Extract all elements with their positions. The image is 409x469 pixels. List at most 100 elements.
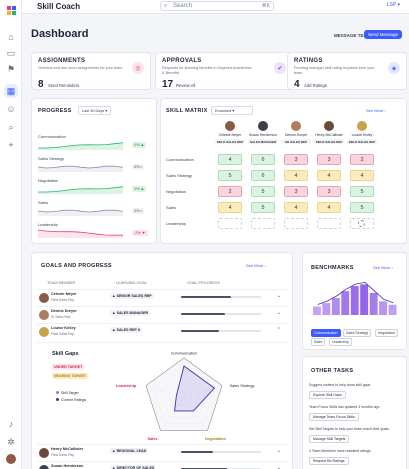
matrix-cell[interactable]: 6: [251, 154, 275, 165]
matrix-cell[interactable]: 4: [284, 170, 308, 181]
goal-row[interactable]: Celeste Meyer Field Sales Rep ▲ SENIOR SAL…: [37, 289, 289, 305]
chevron-down-icon[interactable]: ⌄: [276, 310, 281, 316]
folder-icon[interactable]: ▭: [6, 47, 16, 58]
matrix-cell[interactable]: 5: [251, 186, 275, 197]
period-select[interactable]: Last 30 Days ▾: [78, 106, 112, 115]
chevron-down-icon[interactable]: ⌄: [276, 465, 281, 469]
matrix-cell[interactable]: 4: [284, 202, 308, 213]
endorsed-select[interactable]: Endorsed ▾: [211, 106, 253, 115]
radar-axis-label: Sales: [148, 437, 158, 441]
matrix-cell[interactable]: [317, 218, 341, 229]
benchmark-tab[interactable]: Leadership: [329, 338, 352, 346]
matrix-cell[interactable]: 5: [350, 202, 374, 213]
card-title: APPROVALS: [162, 58, 202, 64]
matrix-cell[interactable]: 3: [284, 154, 308, 165]
matrix-cell[interactable]: 5: [350, 186, 374, 197]
goals-see-more-link[interactable]: See More ›: [246, 263, 266, 268]
matrix-cell[interactable]: [284, 218, 308, 229]
matrix-cell[interactable]: 2: [218, 186, 242, 197]
people-icon[interactable]: ☺: [6, 104, 16, 114]
add-ratings-button[interactable]: Add Ratings: [304, 83, 327, 88]
sparkline-line: [38, 186, 123, 193]
benchmark-tab[interactable]: Sales Strategy: [343, 329, 372, 337]
matrix-cell[interactable]: 5: [218, 170, 242, 181]
matrix-cell[interactable]: 3: [317, 154, 341, 165]
matrix-cell[interactable]: 4: [317, 202, 341, 213]
skill-matrix-card: SKILL MATRIX Endorsed ▾ See More › Celes…: [160, 98, 407, 244]
matrix-cell[interactable]: 3: [317, 186, 341, 197]
dashboard-icon[interactable]: ▦: [4, 84, 18, 98]
goal-row[interactable]: Susan HendersonSales Manager▲ DIRECTOR O…: [37, 461, 289, 469]
check-circle-icon: ✔: [274, 62, 286, 74]
avatar[interactable]: [225, 121, 235, 131]
goal-member-name: Susan Henderson: [51, 464, 84, 468]
graduation-cap-icon: ▲: [112, 311, 117, 315]
avatar: [39, 327, 49, 337]
matrix-cell[interactable]: 4: [218, 202, 242, 213]
add-icon[interactable]: +: [8, 140, 14, 150]
search-icon[interactable]: ⌕: [8, 121, 14, 132]
matrix-cell[interactable]: 4: [350, 170, 374, 181]
avatar[interactable]: [4, 452, 18, 466]
matrix-person-role: SR SALES REP: [281, 139, 311, 144]
avatar[interactable]: [324, 121, 334, 131]
sparkline-line: [38, 165, 123, 169]
matrix-see-more-link[interactable]: See More ›: [366, 108, 386, 113]
task-button[interactable]: Manage Team Focus Skills: [309, 413, 359, 421]
goal-progress-fill: [181, 296, 231, 298]
progress-change-badge: -2% ▼: [132, 230, 148, 236]
learning-goal-badge: ▲ SENIOR SALES REP: [110, 293, 154, 299]
benchmark-tab[interactable]: Negotiation: [375, 329, 399, 337]
matrix-cell[interactable]: 4: [317, 170, 341, 181]
chevron-down-icon[interactable]: ⌄: [276, 448, 281, 454]
review-all-button[interactable]: Review All: [176, 83, 196, 88]
goal-row[interactable]: Henry McCallister Field Sales Rep ▲ REGION…: [37, 444, 289, 460]
goal-row[interactable]: Dennis Dreyer Sr Sales Rep ▲ SALES MANAGER…: [37, 306, 289, 322]
search-input[interactable]: ⌕ Search ⌘K: [160, 1, 274, 11]
matrix-cell[interactable]: [251, 218, 275, 229]
task-button[interactable]: Manage Skill Targets: [309, 435, 350, 443]
flag-icon[interactable]: ⚑: [6, 63, 16, 74]
benchmark-tab[interactable]: Sales: [311, 338, 326, 346]
card-title: ASSIGNMENTS: [38, 58, 86, 64]
avatar[interactable]: [291, 121, 301, 131]
app-title: Skill Coach: [37, 2, 81, 11]
card-subtitle: Pending manager skill rating requests fr…: [294, 66, 375, 75]
benchmarks-see-more-link[interactable]: See More ›: [373, 265, 393, 270]
task-button[interactable]: Explore Skill Gaps: [309, 391, 346, 399]
send-message-button[interactable]: Send Message: [364, 30, 402, 39]
matrix-cell[interactable]: 5: [251, 202, 275, 213]
benchmark-bar: [313, 306, 321, 315]
benchmark-tab[interactable]: Communication: [311, 329, 341, 337]
matrix-cell[interactable]: 4: [218, 154, 242, 165]
avatar[interactable]: [258, 121, 268, 131]
radar-current-series: [174, 365, 216, 412]
avatar[interactable]: [357, 121, 367, 131]
logo-icon[interactable]: [4, 3, 18, 17]
matrix-cell[interactable]: 2: [350, 154, 374, 165]
task-button[interactable]: Request Re-Ratings: [309, 457, 349, 465]
matrix-cell[interactable]: 6: [251, 170, 275, 181]
user-menu[interactable]: LSP ▾: [386, 2, 400, 8]
radar-axis-label: Communication: [171, 352, 197, 356]
learning-goal-label: DIRECTOR OF SALES: [116, 466, 155, 469]
sparkline-area: [38, 166, 123, 172]
home-icon[interactable]: ⌂: [8, 32, 14, 42]
chevron-down-icon[interactable]: ⌄: [276, 293, 281, 299]
matrix-cell[interactable]: [218, 218, 242, 229]
learning-goal-label: SALES REP II: [116, 328, 140, 332]
other-tasks-card: OTHER TASKS Suggest content to help clos…: [302, 356, 407, 469]
chevron-up-icon[interactable]: ⌃: [276, 327, 281, 333]
goals-card: GOALS AND PROGRESS See More › TEAM MEMBE…: [31, 252, 293, 469]
learning-goal-badge: ▲ SALES REP II: [110, 327, 142, 333]
task-text: Team Focus Skills last updated 3 months …: [309, 405, 380, 409]
under-target-badge: UNDER TARGET: [52, 364, 85, 370]
send-reminders-button[interactable]: Send Reminders: [48, 83, 80, 88]
message-team-button[interactable]: MESSAGE TEAM: [334, 33, 371, 38]
bell-icon[interactable]: ♪: [8, 419, 14, 429]
nearing-target-badge: NEARING TARGET: [52, 373, 89, 379]
tag-icon: ◈: [388, 62, 400, 74]
goal-row[interactable]: Louise Kinley Field Sales Rep ▲ SALES REP …: [37, 323, 289, 339]
gear-icon[interactable]: ✲: [7, 436, 15, 447]
matrix-cell[interactable]: 3: [284, 186, 308, 197]
